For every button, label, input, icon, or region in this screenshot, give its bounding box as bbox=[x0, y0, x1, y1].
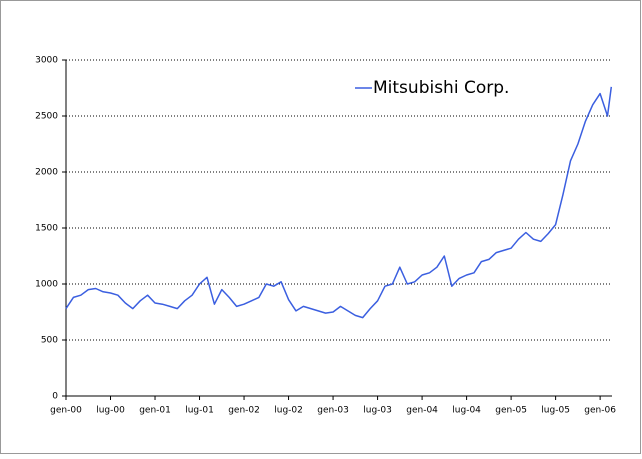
x-tick-label: gen-05 bbox=[495, 406, 527, 416]
y-tick-label: 2500 bbox=[35, 112, 58, 122]
y-tick-label: 2000 bbox=[35, 168, 58, 178]
x-tick-label: gen-00 bbox=[50, 406, 82, 416]
x-tick-label: gen-02 bbox=[228, 406, 260, 416]
x-tick-label: lug-05 bbox=[541, 406, 570, 416]
x-tick-label: gen-04 bbox=[406, 406, 438, 416]
x-tick-label: lug-01 bbox=[185, 406, 214, 416]
x-tick-label: lug-00 bbox=[96, 406, 125, 416]
line-series bbox=[65, 86, 613, 319]
x-tick-label: gen-06 bbox=[584, 406, 616, 416]
y-tick-label: 1000 bbox=[35, 280, 58, 290]
x-tick-label: gen-01 bbox=[139, 406, 171, 416]
y-tick-label: 1500 bbox=[35, 224, 58, 234]
x-tick-label: lug-04 bbox=[452, 406, 481, 416]
y-tick-label: 0 bbox=[52, 392, 58, 402]
x-tick-label: gen-03 bbox=[317, 406, 349, 416]
y-tick-label: 500 bbox=[41, 336, 58, 346]
y-tick-label: 3000 bbox=[35, 56, 58, 66]
x-tick-label: lug-03 bbox=[363, 406, 392, 416]
legend-label: Mitsubishi Corp. bbox=[373, 78, 509, 98]
x-tick-label: lug-02 bbox=[274, 406, 303, 416]
